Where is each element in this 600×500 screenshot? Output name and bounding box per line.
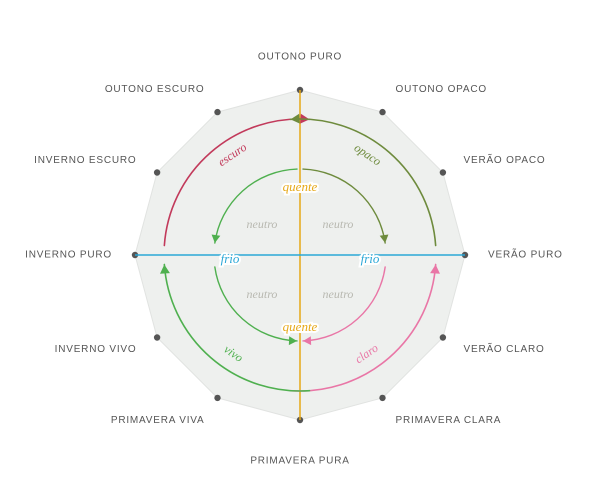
season-label: VERÃO PURO [488,248,563,261]
season-label: OUTONO OPACO [396,84,487,95]
season-label: OUTONO PURO [258,52,342,63]
neutro-label: neutro [323,217,354,231]
season-label: OUTONO ESCURO [105,84,205,95]
season-label: VERÃO CLARO [464,342,545,355]
vertex-dot [154,334,160,340]
vertex-dot [440,169,446,175]
axis-label-quente_bottom: quente [283,319,318,334]
season-label: INVERNO VIVO [55,344,137,355]
vertex-dot [214,395,220,401]
neutro-label: neutro [247,287,278,301]
vertex-dot [379,109,385,115]
vertex-dot [154,169,160,175]
season-label: INVERNO PURO [25,250,112,261]
season-label: PRIMAVERA PURA [250,456,349,467]
axis-label-frio_right: frio [361,251,380,266]
axis-label-frio_left: frio [221,251,240,266]
vertex-dot [379,395,385,401]
axis-label-quente_top: quente [283,179,318,194]
neutro-label: neutro [247,217,278,231]
neutro-label: neutro [323,287,354,301]
vertex-dot [440,334,446,340]
season-label: PRIMAVERA CLARA [396,415,502,426]
season-label: VERÃO OPACO [464,153,546,166]
season-label: PRIMAVERA VIVA [111,415,205,426]
season-label: INVERNO ESCURO [34,155,136,166]
season-wheel: escuroopacoclarovivoquentequentequentequ… [0,0,600,500]
vertex-dot [214,109,220,115]
